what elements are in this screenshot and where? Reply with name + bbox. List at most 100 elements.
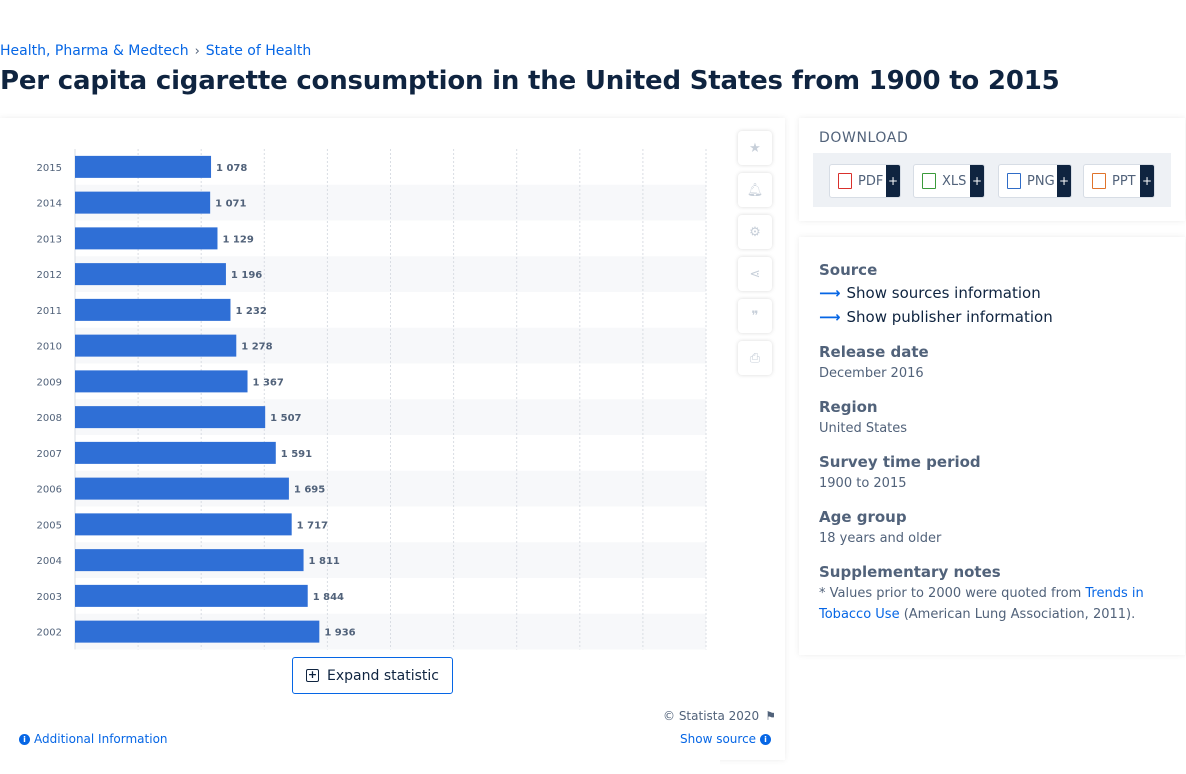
bar xyxy=(75,621,319,643)
expand-label: Expand statistic xyxy=(327,668,439,684)
y-tick-label: 2013 xyxy=(37,234,62,245)
print-button[interactable]: ⎙ xyxy=(738,341,772,375)
y-tick-label: 2012 xyxy=(37,270,62,281)
chart-card: 2015 1 078 2014 1 071 2013 1 129 2012 1 196 2011… xyxy=(0,118,785,760)
y-tick-label: 2003 xyxy=(37,592,62,603)
show-publisher-label: Show publisher information xyxy=(847,308,1053,326)
breadcrumb: Health, Pharma & Medtech › State of Heal… xyxy=(0,43,311,59)
plus-icon: + xyxy=(970,165,984,197)
data-label: 1 367 xyxy=(253,377,284,388)
plus-icon: + xyxy=(1140,165,1154,197)
breadcrumb-link-health[interactable]: Health, Pharma & Medtech xyxy=(0,43,189,59)
bar xyxy=(75,299,230,321)
bar xyxy=(75,263,226,285)
y-tick-label: 2007 xyxy=(37,449,62,460)
data-label: 1 078 xyxy=(216,163,247,174)
bar xyxy=(75,335,236,357)
bar-chart: 2015 1 078 2014 1 071 2013 1 129 2012 1 196 2011… xyxy=(0,118,720,738)
share-button[interactable]: ⋖ xyxy=(738,257,772,291)
age-group-value: 18 years and older xyxy=(819,531,941,546)
region-value: United States xyxy=(819,421,907,436)
bar xyxy=(75,406,265,428)
data-label: 1 071 xyxy=(215,199,246,210)
release-date-value: December 2016 xyxy=(819,366,924,381)
statistic-info-card: Source ⟶ Show sources information ⟶ Show… xyxy=(799,237,1185,655)
share-icon: ⋖ xyxy=(750,267,761,282)
additional-information-link[interactable]: i Additional Information xyxy=(19,732,168,746)
notes-prefix: * Values prior to 2000 were quoted from xyxy=(819,586,1085,601)
data-label: 1 232 xyxy=(235,306,266,317)
breadcrumb-link-state-of-health[interactable]: State of Health xyxy=(206,43,311,59)
data-label: 1 196 xyxy=(231,270,262,281)
survey-period-value: 1900 to 2015 xyxy=(819,476,906,491)
print-icon: ⎙ xyxy=(750,351,760,366)
show-source-link[interactable]: Show source i xyxy=(680,732,771,746)
bar xyxy=(75,227,217,249)
gear-icon: ⚙ xyxy=(749,225,761,240)
download-ppt-label: PPT xyxy=(1112,174,1136,189)
copyright: © Statista 2020 ⚑ xyxy=(663,709,776,723)
flag-icon[interactable]: ⚑ xyxy=(765,709,776,723)
additional-information-label: Additional Information xyxy=(34,732,168,746)
plus-icon: + xyxy=(1057,165,1071,197)
data-label: 1 129 xyxy=(222,234,253,245)
y-tick-label: 2015 xyxy=(37,163,62,174)
expand-statistic-button[interactable]: + Expand statistic xyxy=(292,657,453,694)
download-ppt-button[interactable]: PPT + xyxy=(1083,164,1155,198)
y-tick-label: 2014 xyxy=(37,199,62,210)
y-tick-label: 2002 xyxy=(37,628,62,639)
pdf-file-icon xyxy=(838,173,852,189)
y-tick-label: 2004 xyxy=(37,556,62,567)
y-tick-label: 2005 xyxy=(37,520,62,531)
quote-icon: ❞ xyxy=(752,309,759,324)
y-tick-label: 2010 xyxy=(37,342,62,353)
download-pdf-button[interactable]: PDF + xyxy=(829,164,901,198)
show-publisher-link[interactable]: ⟶ Show publisher information xyxy=(819,308,1053,326)
expand-icon: + xyxy=(306,669,319,682)
xls-file-icon xyxy=(922,173,936,189)
source-label: Source xyxy=(819,261,877,279)
y-tick-label: 2006 xyxy=(37,485,62,496)
bar xyxy=(75,192,210,214)
notes-suffix: (American Lung Association, 2011). xyxy=(900,607,1136,622)
show-sources-link[interactable]: ⟶ Show sources information xyxy=(819,284,1041,302)
settings-button[interactable]: ⚙ xyxy=(738,215,772,249)
download-card: DOWNLOAD PDF + XLS + PNG + PPT + xyxy=(799,118,1185,221)
data-label: 1 695 xyxy=(294,485,325,496)
download-png-label: PNG xyxy=(1027,174,1055,189)
bar xyxy=(75,442,276,464)
data-label: 1 591 xyxy=(281,449,312,460)
bar xyxy=(75,370,248,392)
data-label: 1 278 xyxy=(241,342,272,353)
plus-icon: + xyxy=(886,165,900,197)
bar xyxy=(75,478,289,500)
region-label: Region xyxy=(819,398,878,416)
show-source-label: Show source xyxy=(680,732,756,746)
data-label: 1 717 xyxy=(297,520,328,531)
bell-icon: 🔔︎ xyxy=(747,183,764,198)
download-buttons: PDF + XLS + PNG + PPT + xyxy=(813,153,1171,207)
info-icon: i xyxy=(760,734,771,745)
copyright-text: © Statista 2020 xyxy=(663,709,759,723)
download-pdf-label: PDF xyxy=(858,174,883,189)
star-icon: ★ xyxy=(749,141,761,156)
bar xyxy=(75,156,211,178)
download-xls-label: XLS xyxy=(942,174,966,189)
notification-button[interactable]: 🔔︎ xyxy=(738,173,772,207)
data-label: 1 844 xyxy=(313,592,344,603)
data-label: 1 811 xyxy=(309,556,340,567)
download-xls-button[interactable]: XLS + xyxy=(913,164,985,198)
png-file-icon xyxy=(1007,173,1021,189)
bar xyxy=(75,585,308,607)
data-label: 1 936 xyxy=(324,628,355,639)
survey-period-label: Survey time period xyxy=(819,453,981,471)
data-label: 1 507 xyxy=(270,413,301,424)
breadcrumb-separator: › xyxy=(195,44,200,59)
favorite-button[interactable]: ★ xyxy=(738,131,772,165)
bar xyxy=(75,549,304,571)
download-png-button[interactable]: PNG + xyxy=(998,164,1072,198)
age-group-label: Age group xyxy=(819,508,907,526)
cite-button[interactable]: ❞ xyxy=(738,299,772,333)
download-title: DOWNLOAD xyxy=(819,130,908,146)
show-sources-label: Show sources information xyxy=(847,284,1041,302)
